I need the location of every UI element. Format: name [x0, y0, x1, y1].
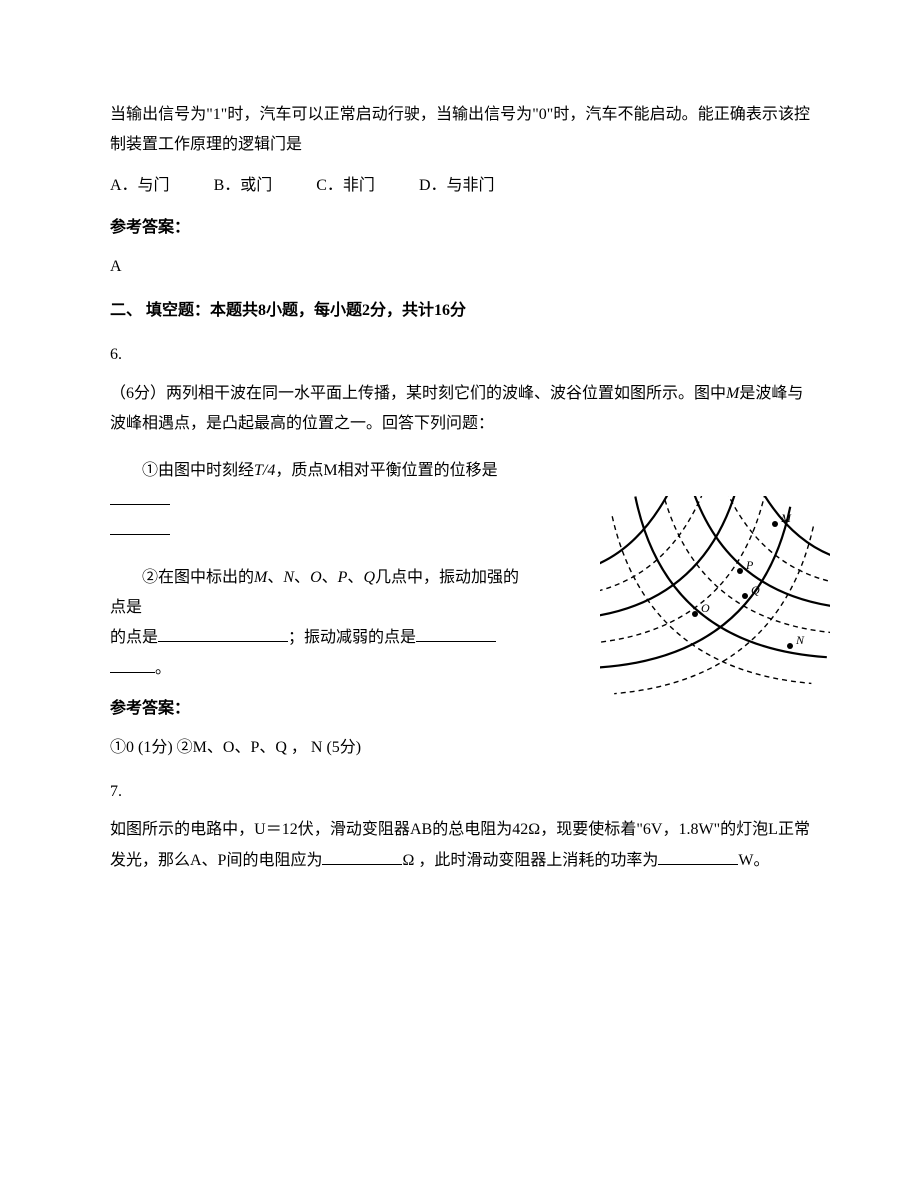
- q6-p1-b: ，质点M相对平衡位置的位移是: [275, 462, 497, 479]
- svg-text:M: M: [780, 511, 792, 525]
- q6-blank2: [158, 626, 288, 642]
- q5-option-c: C．非门: [316, 171, 375, 201]
- q5-option-a: A．与门: [110, 171, 170, 201]
- q6-figure: M PQ O N: [600, 496, 830, 707]
- q6-p1-a: ①由图中时刻经: [142, 462, 254, 479]
- q6-p2-p: P: [338, 569, 348, 586]
- q6-sep3: 、: [322, 569, 338, 586]
- q5-options: A．与门 B．或门 C．非门 D．与非门: [110, 171, 810, 201]
- q7-body: 如图所示的电路中，U＝12伏，滑动变阻器AB的总电阻为42Ω，现要使标着"6V，…: [110, 815, 810, 876]
- q7-blank2: [658, 849, 738, 865]
- q5-option-d: D．与非门: [419, 171, 495, 201]
- q7-body-b: Ω ，此时滑动变阻器上消耗的功率为: [402, 852, 658, 869]
- q6-blank3: [416, 626, 496, 642]
- q6-p2-end: 。: [155, 660, 171, 677]
- svg-text:O: O: [701, 601, 710, 615]
- q6-p1-t: T/4: [254, 462, 275, 479]
- q7-body-c: W。: [738, 852, 769, 869]
- svg-text:Q: Q: [751, 583, 760, 597]
- q5-stem: 当输出信号为"1"时，汽车可以正常启动行驶，当输出信号为"0"时，汽车不能启动。…: [110, 100, 810, 161]
- q6-blank1b: [110, 519, 170, 535]
- q6-sep4: 、: [347, 569, 363, 586]
- q6-p2-a: ②在图中标出的: [142, 569, 254, 586]
- section2-header: 二、 填空题：本题共8小题，每小题2分，共计16分: [110, 296, 810, 326]
- q6-p2-n: N: [283, 569, 294, 586]
- q6-answer: ①0 (1分) ②M、O、P、Q ， N (5分): [110, 733, 810, 763]
- svg-text:N: N: [795, 633, 805, 647]
- q6-part1: ①由图中时刻经T/4，质点M相对平衡位置的位移是: [110, 456, 530, 547]
- q7-blank1: [322, 849, 402, 865]
- q6-p2-q: Q: [363, 569, 375, 586]
- q6-number: 6.: [110, 340, 810, 370]
- q5-answer-label: 参考答案：: [110, 213, 810, 243]
- q6-blank1: [110, 489, 170, 505]
- q5-option-b: B．或门: [214, 171, 273, 201]
- svg-text:P: P: [745, 558, 754, 572]
- q6-part2: ②在图中标出的M、N、O、P、Q几点中，振动加强的点是 的点是；振动减弱的点是 …: [110, 563, 530, 685]
- q6-intro-a: （6分）两列相干波在同一水平面上传播，某时刻它们的波峰、波谷位置如图所示。图中: [110, 385, 726, 402]
- q6-blank3b: [110, 657, 155, 673]
- q6-sep2: 、: [294, 569, 310, 586]
- q6-intro-m: M: [726, 385, 739, 402]
- q6-p2-m: M: [254, 569, 267, 586]
- q6-p2-o: O: [310, 569, 322, 586]
- q6-sep1: 、: [267, 569, 283, 586]
- q6-p2-c: ；振动减弱的点是: [288, 629, 416, 646]
- q5-answer: A: [110, 252, 810, 282]
- q7-number: 7.: [110, 777, 810, 807]
